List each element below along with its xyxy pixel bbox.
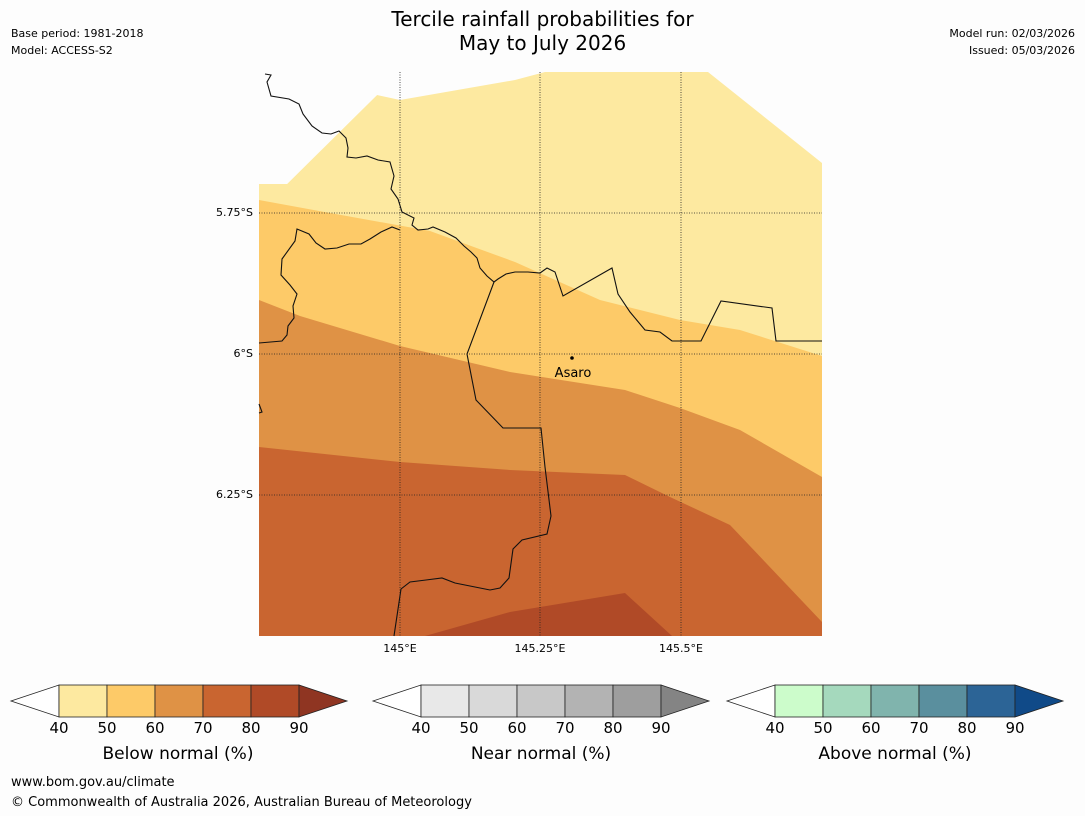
colorbar-segment: [918, 684, 968, 718]
colorbar-label-near: Near normal (%): [470, 744, 612, 764]
colorbar-tick-label: 70: [555, 719, 575, 737]
colorbar-over-extender: [660, 684, 711, 718]
colorbar-tick-label: 70: [193, 719, 213, 737]
colorbar-under-extender: [9, 684, 60, 718]
colorbar-segment: [564, 684, 614, 718]
colorbar-tick-label: 60: [861, 719, 881, 737]
meta-right: Model run: 02/03/2026 Issued: 05/03/2026: [949, 25, 1075, 59]
lat-label-1: 5.75°S: [216, 206, 253, 219]
colorbar-tick-label: 90: [651, 719, 671, 737]
model-name: Model: ACCESS-S2: [11, 44, 113, 57]
colorbar-segment: [202, 684, 252, 718]
colorbar-segment: [612, 684, 662, 718]
colorbar-below-normal: [9, 684, 349, 718]
colorbar-segment: [966, 684, 1016, 718]
colorbar-segment: [58, 684, 108, 718]
lon-label-1: 145°E: [383, 642, 417, 655]
colorbar-tick-label: 40: [411, 719, 431, 737]
border-central: [393, 281, 552, 637]
province-borders: [258, 73, 822, 637]
graticule: [259, 72, 822, 636]
colorbar-tick-label: 40: [49, 719, 69, 737]
colorbar-tick-label: 70: [909, 719, 929, 737]
colorbar-segment: [822, 684, 872, 718]
colorbar-tick-label: 50: [97, 719, 117, 737]
colorbar-tick-label: 40: [765, 719, 785, 737]
colorbar-under-extender: [371, 684, 422, 718]
chart-title: Tercile rainfall probabilities for May t…: [0, 7, 1085, 55]
colorbar-segment: [420, 684, 470, 718]
colorbar-segment: [468, 684, 518, 718]
footer-url[interactable]: www.bom.gov.au/climate: [11, 775, 175, 790]
asaro-label: Asaro: [555, 366, 592, 381]
colorbar-tick-label: 60: [507, 719, 527, 737]
colorbar-segment: [106, 684, 156, 718]
colorbar-segment: [516, 684, 566, 718]
colorbar-segment: [774, 684, 824, 718]
border-west-stub: [258, 403, 263, 414]
colorbar-over-extender: [298, 684, 349, 718]
colorbar-tick-label: 80: [603, 719, 623, 737]
colorbar-tick-label: 90: [289, 719, 309, 737]
lat-label-3: 6.25°S: [216, 488, 253, 501]
colorbar-segment: [154, 684, 204, 718]
colorbar-tick-label: 80: [241, 719, 261, 737]
base-period: Base period: 1981-2018: [11, 27, 144, 40]
colorbar-near-normal: [371, 684, 711, 718]
title-line-2: May to July 2026: [458, 31, 627, 55]
colorbar-tick-label: 80: [957, 719, 977, 737]
band-80-90: [425, 593, 672, 636]
colorbar-over-extender: [1014, 684, 1065, 718]
title-line-1: Tercile rainfall probabilities for: [391, 7, 694, 31]
border-west: [258, 226, 401, 344]
colorbar-above-normal: [725, 684, 1065, 718]
colorbars: [9, 684, 1065, 718]
footer-copyright: © Commonwealth of Australia 2026, Austra…: [11, 795, 472, 810]
model-run: Model run: 02/03/2026: [949, 27, 1075, 40]
colorbar-label-below: Below normal (%): [102, 744, 254, 764]
colorbar-tick-label: 60: [145, 719, 165, 737]
colorbar-under-extender: [725, 684, 776, 718]
colorbar-segment: [870, 684, 920, 718]
colorbar-segment: [250, 684, 300, 718]
colorbar-label-above: Above normal (%): [818, 744, 972, 764]
colorbar-tick-label: 90: [1005, 719, 1025, 737]
issued-date: Issued: 05/03/2026: [968, 44, 1075, 57]
colorbar-tick-label: 50: [813, 719, 833, 737]
meta-left: Base period: 1981-2018 Model: ACCESS-S2: [11, 25, 143, 59]
lat-label-2: 6°S: [233, 347, 253, 360]
asaro-location-marker: [570, 356, 574, 360]
lon-label-2: 145.25°E: [514, 642, 566, 655]
band-70-80: [259, 447, 822, 636]
colorbar-tick-label: 50: [459, 719, 479, 737]
lon-label-3: 145.5°E: [659, 642, 703, 655]
border-northwest: [264, 73, 822, 342]
